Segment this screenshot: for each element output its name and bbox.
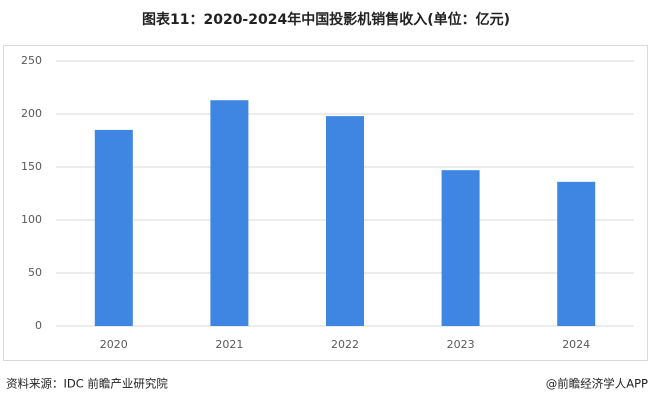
y-tick-label: 150 <box>21 160 42 173</box>
y-tick-label: 200 <box>21 107 42 120</box>
y-tick-label: 50 <box>28 266 42 279</box>
x-tick-label: 2020 <box>100 338 128 351</box>
y-tick-label: 250 <box>21 54 42 67</box>
bar <box>210 100 249 326</box>
bar <box>94 129 133 326</box>
bar <box>441 170 480 326</box>
source-note: 资料来源：IDC 前瞻产业研究院 <box>6 377 168 391</box>
chart-frame <box>3 45 648 361</box>
y-tick-label: 0 <box>35 319 42 332</box>
x-tick-label: 2021 <box>215 338 243 351</box>
credit: @前瞻经济学人APP <box>546 377 648 391</box>
x-tick-label: 2022 <box>331 338 359 351</box>
chart-title: 图表11：2020-2024年中国投影机销售收入(单位：亿元) <box>142 11 510 28</box>
bar <box>326 116 364 327</box>
y-tick-label: 100 <box>21 213 42 226</box>
x-tick-label: 2023 <box>447 338 475 351</box>
bar <box>557 181 596 326</box>
x-tick-label: 2024 <box>562 338 590 351</box>
